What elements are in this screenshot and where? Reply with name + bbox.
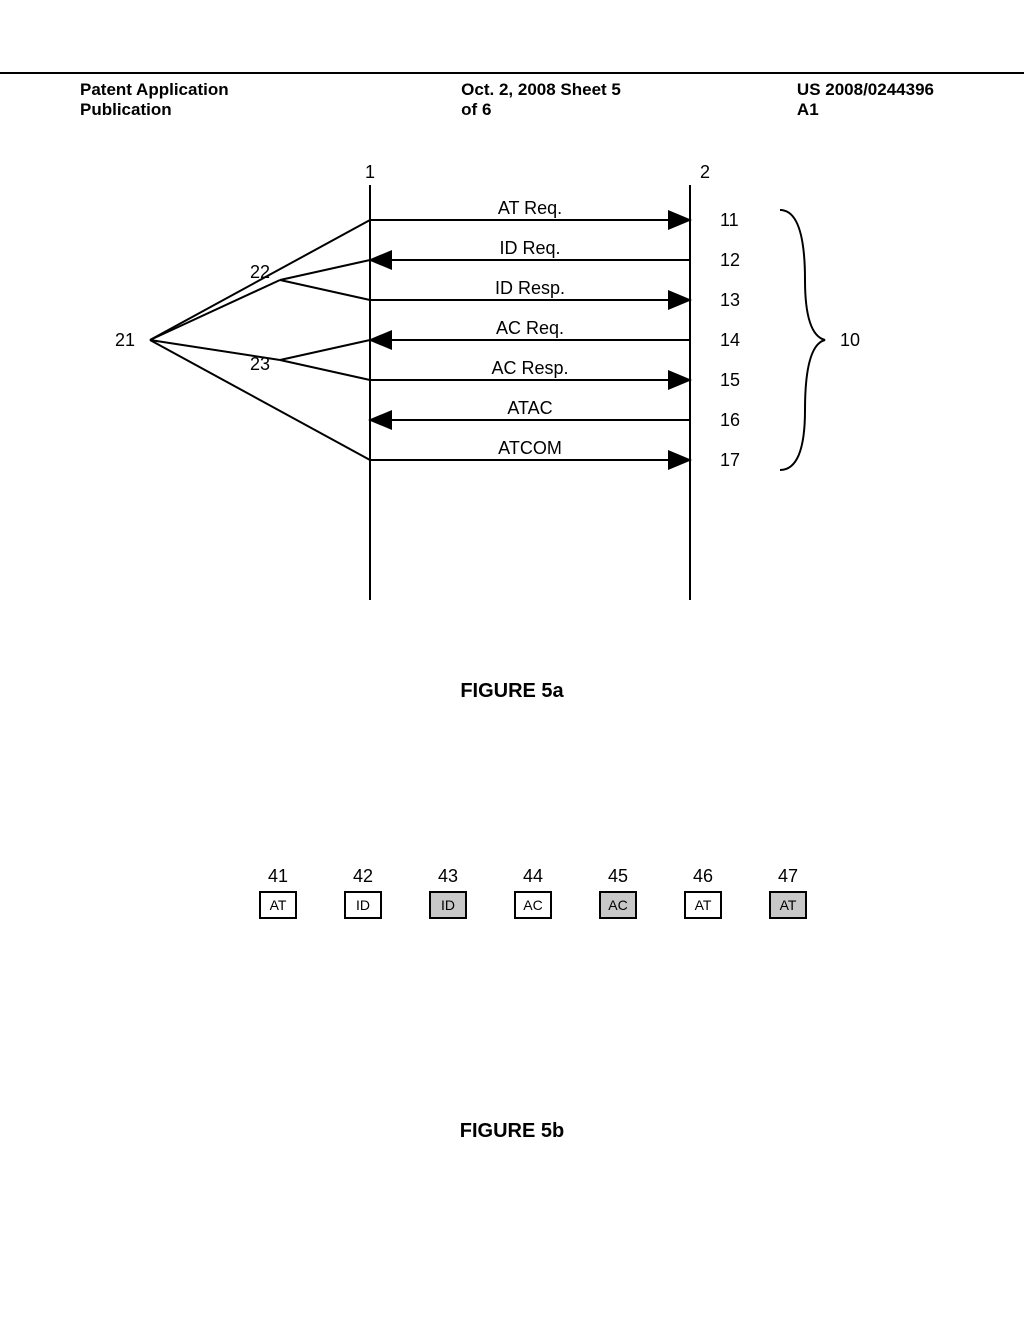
ref-11: 11 xyxy=(720,210,739,230)
figure-5b-label: FIGURE 5b xyxy=(0,1120,1024,1143)
box-47: 47 AT xyxy=(770,866,806,918)
ref-10: 10 xyxy=(840,330,860,350)
msg-15: AC Resp. xyxy=(491,358,568,378)
ref-23: 23 xyxy=(250,354,270,374)
svg-text:ID: ID xyxy=(356,897,370,913)
box-42: 42 ID xyxy=(345,866,381,918)
page: Patent Application Publication Oct. 2, 2… xyxy=(0,0,1024,1320)
ref-14: 14 xyxy=(720,330,740,350)
figure-5a-svg: 1 2 AT Req. 11 ID Req. 12 ID Resp. 13 AC… xyxy=(60,160,960,640)
svg-text:46: 46 xyxy=(693,866,713,886)
msg-17: ATCOM xyxy=(498,438,562,458)
svg-text:AC: AC xyxy=(523,897,542,913)
svg-text:42: 42 xyxy=(353,866,373,886)
ref-21: 21 xyxy=(115,330,135,350)
lifeline-2-label: 2 xyxy=(700,162,710,182)
box-41: 41 AT xyxy=(260,866,296,918)
msg-14: AC Req. xyxy=(496,318,564,338)
svg-text:41: 41 xyxy=(268,866,288,886)
svg-text:AT: AT xyxy=(270,897,287,913)
svg-text:AT: AT xyxy=(695,897,712,913)
figure-5b-svg: 41 AT 42 ID 43 ID 44 AC 45 AC 46 AT xyxy=(210,860,910,980)
msg-16: ATAC xyxy=(507,398,552,418)
header-left: Patent Application Publication xyxy=(0,80,381,120)
msg-11: AT Req. xyxy=(498,198,562,218)
box-46: 46 AT xyxy=(685,866,721,918)
header-right: US 2008/0244396 A1 xyxy=(717,80,1024,120)
brace-10 xyxy=(780,210,825,470)
lifeline-1-label: 1 xyxy=(365,162,375,182)
page-header: Patent Application Publication Oct. 2, 2… xyxy=(0,72,1024,120)
ref-15: 15 xyxy=(720,370,740,390)
svg-text:ID: ID xyxy=(441,897,455,913)
msg-13: ID Resp. xyxy=(495,278,565,298)
header-mid: Oct. 2, 2008 Sheet 5 of 6 xyxy=(381,80,717,120)
ref-16: 16 xyxy=(720,410,740,430)
ref-17: 17 xyxy=(720,450,740,470)
figure-5a-label: FIGURE 5a xyxy=(0,680,1024,703)
svg-text:47: 47 xyxy=(778,866,798,886)
box-45: 45 AC xyxy=(600,866,636,918)
svg-text:AT: AT xyxy=(780,897,797,913)
svg-text:45: 45 xyxy=(608,866,628,886)
ref-12: 12 xyxy=(720,250,740,270)
msg-12: ID Req. xyxy=(499,238,560,258)
box-44: 44 AC xyxy=(515,866,551,918)
svg-text:AC: AC xyxy=(608,897,627,913)
ref-13: 13 xyxy=(720,290,740,310)
ref-22: 22 xyxy=(250,262,270,282)
svg-text:44: 44 xyxy=(523,866,543,886)
box-43: 43 ID xyxy=(430,866,466,918)
svg-text:43: 43 xyxy=(438,866,458,886)
